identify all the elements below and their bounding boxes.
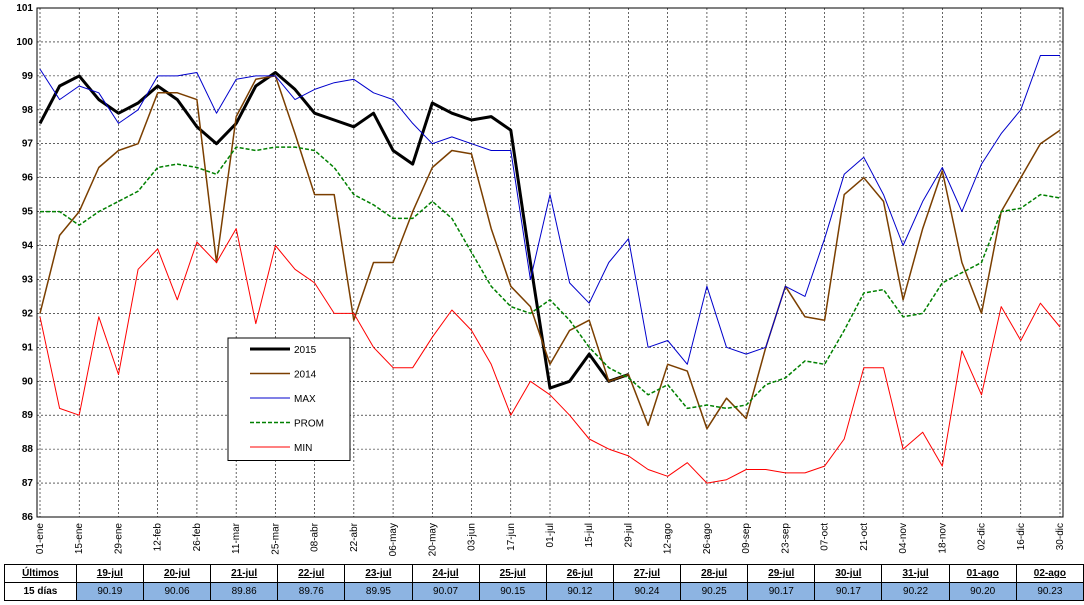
y-tick-label: 98 <box>22 105 34 116</box>
y-tick-label: 93 <box>22 274 34 285</box>
table-cell: 21-jul <box>210 564 279 583</box>
table-cell: 89.86 <box>210 582 279 601</box>
table-cell: 31-jul <box>881 564 950 583</box>
table-cell: 90.19 <box>75 582 144 601</box>
legend-label: 2015 <box>294 345 317 356</box>
table-cell: 90.24 <box>612 582 682 601</box>
x-tick-label: 17-jun <box>506 523 517 551</box>
x-tick-label: 29-ene <box>113 523 124 555</box>
table-cell: 25-jul <box>478 564 547 583</box>
x-tick-label: 02-dic <box>977 523 988 550</box>
x-tick-label: 12-ago <box>663 523 674 555</box>
x-tick-label: 15-jul <box>584 523 595 547</box>
x-tick-label: 15-ene <box>74 523 85 555</box>
table-cell: 89.76 <box>277 582 346 601</box>
table-cell: 90.06 <box>142 582 212 601</box>
x-tick-label: 08-abr <box>310 522 321 552</box>
y-tick-label: 91 <box>22 342 34 353</box>
table-cell: 90.15 <box>478 582 547 601</box>
x-tick-label: 18-nov <box>937 523 948 554</box>
y-tick-label: 99 <box>22 71 34 82</box>
table-cell: Últimos <box>4 564 77 583</box>
table-cell: 90.23 <box>1015 582 1084 601</box>
table-cell: 02-ago <box>1015 564 1084 583</box>
y-tick-label: 92 <box>22 308 34 319</box>
x-tick-label: 11-mar <box>231 522 242 554</box>
y-tick-label: 86 <box>22 512 34 523</box>
table-cell: 90.17 <box>747 582 816 601</box>
x-tick-label: 26-feb <box>192 523 203 552</box>
legend-label: MIN <box>294 443 312 454</box>
y-tick-label: 101 <box>16 3 33 14</box>
table-cell: 90.20 <box>948 582 1017 601</box>
y-tick-label: 90 <box>22 376 34 387</box>
series-line <box>39 228 1061 484</box>
x-tick-label: 07-oct <box>820 523 831 551</box>
table-cell: 90.25 <box>680 582 749 601</box>
x-tick-label: 29-jul <box>623 523 634 547</box>
table-cell: 90.07 <box>411 582 480 601</box>
y-tick-label: 95 <box>22 207 34 218</box>
x-tick-label: 09-sep <box>741 523 752 554</box>
table: Últimos 19-jul 20-jul 21-jul 22-jul 23-jul 24-… <box>4 564 1084 601</box>
y-tick-label: 100 <box>16 37 33 48</box>
legend-label: PROM <box>294 419 324 430</box>
x-tick-label: 30-dic <box>1055 523 1066 550</box>
table-cell: 15 días <box>4 582 77 601</box>
table-cell: 26-jul <box>545 564 614 583</box>
x-tick-label: 21-oct <box>859 523 870 551</box>
table-row: 15 días 90.19 90.06 89.86 89.76 89.95 90.07 90.… <box>4 582 1084 601</box>
x-tick-label: 20-may <box>427 523 438 556</box>
table-cell: 24-jul <box>411 564 480 583</box>
x-tick-label: 04-nov <box>898 523 909 554</box>
table-cell: 29-jul <box>747 564 816 583</box>
table-cell: 90.12 <box>545 582 614 601</box>
y-tick-label: 88 <box>22 444 34 455</box>
y-tick-label: 96 <box>22 173 34 184</box>
chart: 86 87 88 89 90 91 92 93 94 95 96 97 98 99 100 101 01-ene… <box>16 3 1066 556</box>
series-line <box>39 55 1060 365</box>
x-tick-label: 12-feb <box>153 523 164 552</box>
x-tick-label: 01-jul <box>545 523 556 547</box>
table-cell: 19-jul <box>75 564 144 583</box>
legend-box <box>227 337 351 461</box>
table-cell: 20-jul <box>142 564 212 583</box>
legend-label: MAX <box>294 394 316 405</box>
x-tick-label: 25-mar <box>270 522 281 554</box>
x-tick-label: 03-jun <box>467 523 478 551</box>
table-cell: 28-jul <box>680 564 749 583</box>
x-tick-label: 26-ago <box>702 523 713 555</box>
series-line <box>39 75 1061 430</box>
x-tick-label: 01-ene <box>35 523 46 555</box>
table-cell: 27-jul <box>612 564 682 583</box>
x-tick-label: 23-sep <box>780 523 791 554</box>
table-cell: 01-ago <box>948 564 1017 583</box>
legend-label: 2014 <box>294 370 317 381</box>
x-tick-label: 16-dic <box>1016 523 1027 550</box>
table-cell: 90.17 <box>814 582 883 601</box>
y-tick-label: 89 <box>22 410 34 421</box>
table-cell: 30-jul <box>814 564 883 583</box>
table-cell: 90.22 <box>881 582 950 601</box>
legend: 2015 2014 MAX PROM MIN <box>227 337 351 461</box>
y-tick-label: 94 <box>22 241 34 252</box>
y-tick-label: 97 <box>22 139 34 150</box>
series-line <box>40 146 1061 410</box>
series-line <box>38 71 629 390</box>
table-cell: 89.95 <box>344 582 413 601</box>
x-tick-label: 06-may <box>388 523 399 556</box>
x-tick-label: 22-abr <box>349 522 360 552</box>
table-cell: 23-jul <box>344 564 413 583</box>
y-tick-label: 87 <box>22 478 34 489</box>
table-cell: 22-jul <box>277 564 346 583</box>
table-header: Últimos 19-jul 20-jul 21-jul 22-jul 23-jul 24-… <box>4 564 1084 583</box>
